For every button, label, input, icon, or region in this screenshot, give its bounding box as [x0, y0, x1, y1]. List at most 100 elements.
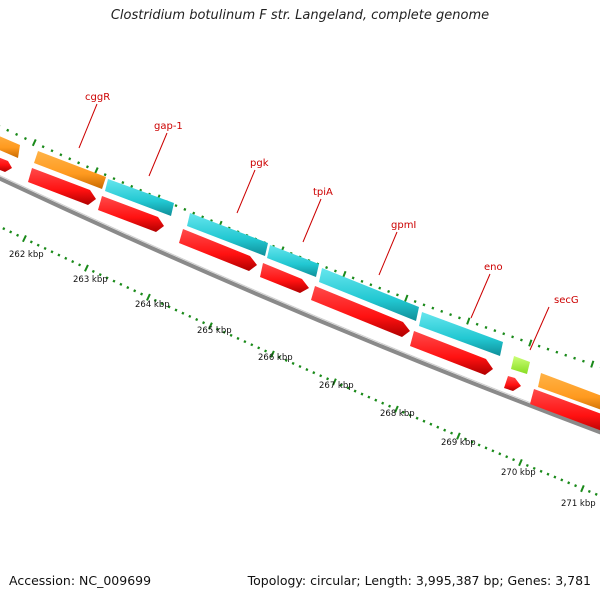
- major-tick: [466, 317, 471, 325]
- genome-summary-text: Topology: circular; Length: 3,995,387 bp…: [247, 573, 591, 588]
- minor-tick: [415, 416, 419, 420]
- minor-tick: [546, 347, 550, 351]
- minor-tick: [50, 250, 54, 254]
- minor-tick: [305, 368, 309, 372]
- minor-tick: [431, 306, 435, 310]
- minor-tick: [77, 161, 81, 165]
- minor-tick: [498, 452, 502, 456]
- minor-tick: [57, 253, 61, 257]
- leader-line-cggR: [78, 103, 98, 149]
- minor-tick: [312, 371, 316, 375]
- minor-tick: [491, 449, 495, 453]
- minor-tick: [222, 330, 226, 334]
- minor-tick: [484, 446, 488, 450]
- minor-tick: [539, 469, 543, 473]
- cds-arrow: [311, 286, 410, 337]
- major-tick: [270, 350, 275, 358]
- minor-tick: [333, 269, 337, 273]
- leader-line-tpiA: [302, 198, 322, 243]
- minor-tick: [395, 293, 399, 297]
- minor-tick: [387, 290, 391, 294]
- minor-tick: [71, 260, 75, 264]
- major-tick: [404, 294, 409, 302]
- kbp-label: 268 kbp: [380, 409, 415, 419]
- gene-label-leaders: [78, 103, 550, 351]
- minor-tick: [519, 338, 523, 342]
- minor-tick: [112, 177, 116, 181]
- minor-tick: [50, 149, 54, 153]
- minor-tick: [532, 466, 536, 470]
- minor-tick: [160, 302, 164, 306]
- genome-backbone: [0, 176, 600, 435]
- gene-label-tpiA: tpiA: [313, 187, 333, 198]
- gene-feature-orange-right: [538, 373, 600, 410]
- minor-tick: [429, 422, 433, 426]
- kbp-label: 263 kbp: [73, 275, 108, 285]
- minor-tick: [560, 478, 564, 482]
- minor-tick: [325, 266, 329, 270]
- leader-line-gap-1: [148, 132, 168, 177]
- kbp-label: 267 kbp: [319, 381, 354, 391]
- gene-label-cggR: cggR: [85, 92, 110, 103]
- minor-tick: [555, 350, 559, 354]
- gene-label-pgk: pgk: [250, 158, 269, 169]
- gene-feature-secG: [511, 356, 530, 374]
- minor-tick: [119, 282, 123, 286]
- minor-tick: [319, 374, 323, 378]
- gene-feature-gpmI: [319, 268, 419, 321]
- inner-tick-ring: [2, 227, 598, 496]
- minor-tick: [41, 145, 45, 149]
- gene-label-gap-1: gap-1: [154, 121, 183, 132]
- major-tick: [590, 360, 595, 368]
- minor-tick: [574, 484, 578, 488]
- kbp-label: 264 kbp: [135, 300, 170, 310]
- minor-tick: [470, 440, 474, 444]
- major-tick: [22, 235, 27, 243]
- minor-tick: [130, 184, 134, 188]
- major-tick: [456, 432, 461, 440]
- minor-tick: [475, 322, 479, 326]
- minor-tick: [6, 128, 10, 132]
- minor-tick: [546, 472, 550, 476]
- minor-tick: [243, 340, 247, 344]
- minor-tick: [215, 327, 219, 331]
- minor-tick: [9, 230, 13, 234]
- minor-tick: [353, 389, 357, 393]
- cds-arrow: [28, 168, 96, 205]
- minor-tick: [567, 481, 571, 485]
- minor-tick: [477, 443, 481, 447]
- kbp-label: 269 kbp: [441, 438, 476, 448]
- major-tick: [332, 378, 337, 386]
- minor-tick: [463, 437, 467, 441]
- outer-tick-ring: [0, 125, 600, 368]
- cds-arrow: [98, 196, 164, 232]
- minor-tick: [564, 353, 568, 357]
- cds-arrow: [530, 389, 600, 431]
- minor-tick: [112, 279, 116, 283]
- gene-feature-cggR: [34, 151, 106, 189]
- minor-tick: [422, 419, 426, 423]
- minor-tick: [284, 358, 288, 362]
- kbp-label: 265 kbp: [197, 326, 232, 336]
- minor-tick: [537, 344, 541, 348]
- major-tick: [518, 458, 523, 467]
- gene-track: [0, 136, 600, 410]
- gene-label-gpmI: gpmI: [391, 220, 416, 231]
- minor-tick: [346, 386, 350, 390]
- minor-tick: [381, 401, 385, 405]
- leader-line-pgk: [236, 169, 256, 214]
- minor-tick: [29, 240, 33, 244]
- minor-tick: [16, 233, 20, 237]
- minor-tick: [505, 455, 509, 459]
- minor-tick: [133, 289, 137, 293]
- minor-tick: [401, 410, 405, 414]
- gene-labels: cggR gap-1 pgk tpiA gpmI eno secG: [85, 92, 579, 306]
- minor-tick: [126, 286, 130, 290]
- kbp-label: 262 kbp: [9, 250, 44, 260]
- gene-feature-gap-1: [105, 179, 174, 216]
- minor-tick: [23, 136, 27, 141]
- minor-tick: [236, 336, 240, 341]
- minor-tick: [192, 211, 196, 215]
- major-tick: [31, 139, 37, 147]
- minor-tick: [68, 157, 72, 161]
